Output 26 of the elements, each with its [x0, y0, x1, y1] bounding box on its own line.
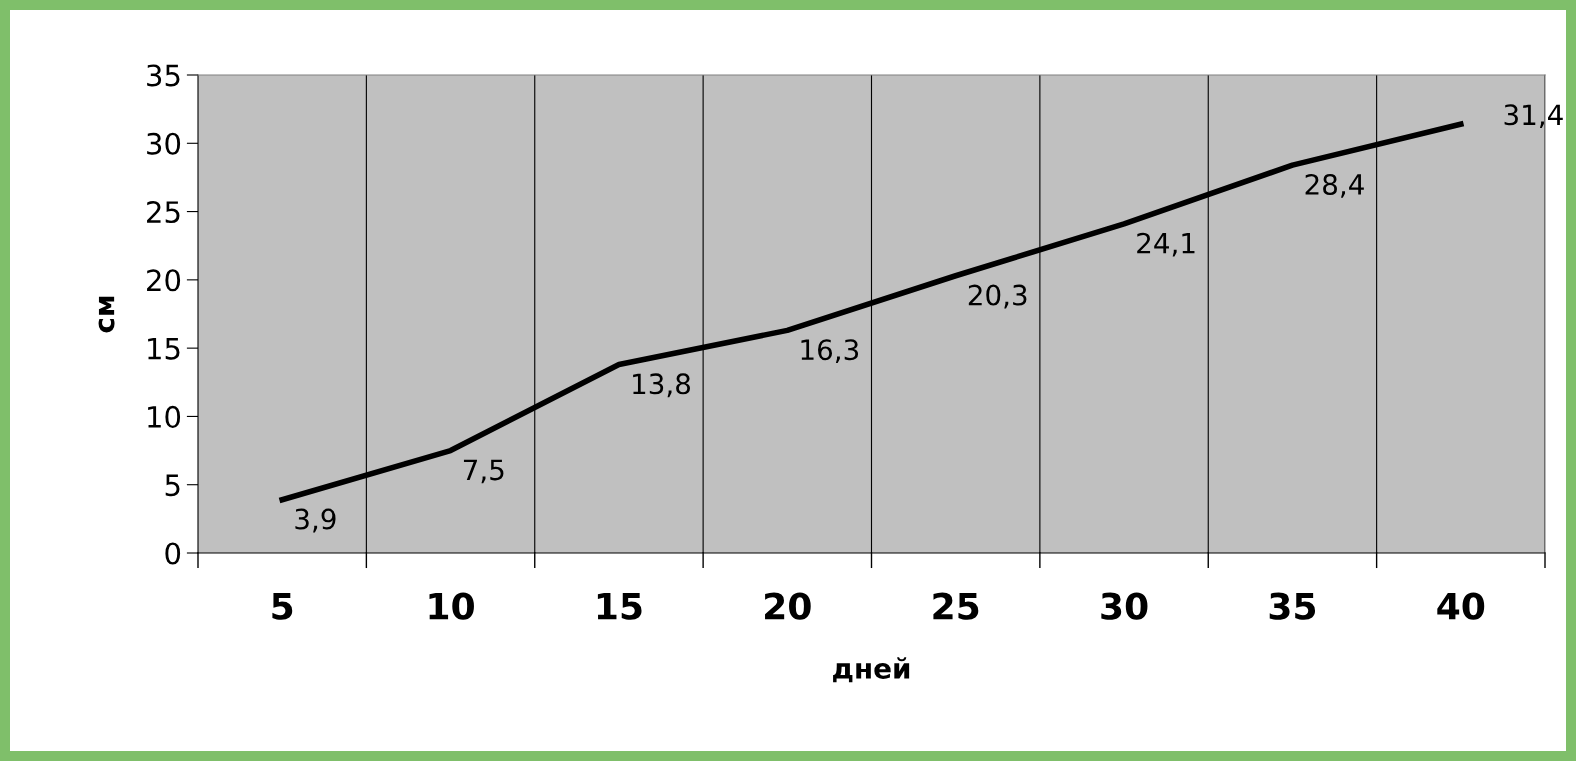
data-label: 31,4 [1504, 104, 1563, 129]
y-tick-label: 10 [148, 405, 181, 428]
y-tick-label: 15 [148, 337, 180, 360]
x-tick-label: 35 [1269, 592, 1316, 620]
x-tick-label: 40 [1437, 592, 1485, 620]
x-tick-label: 25 [933, 592, 979, 620]
x-axis-title: дней [833, 657, 910, 683]
data-label: 13,8 [633, 373, 690, 398]
y-axis-title: см [98, 296, 115, 333]
data-label: 16,3 [801, 339, 859, 364]
data-label: 24,1 [1137, 232, 1195, 257]
data-label: 20,3 [968, 284, 1027, 309]
data-label: 3,9 [295, 508, 336, 533]
x-tick-label: 15 [597, 593, 642, 620]
y-tick-label: 30 [147, 132, 181, 155]
x-tick-label: 30 [1101, 592, 1148, 620]
y-tick-label: 5 [165, 474, 180, 497]
data-label: 7,5 [463, 459, 504, 484]
data-label: 28,4 [1305, 173, 1364, 198]
x-tick-label: 20 [765, 592, 811, 620]
y-tick-label: 25 [147, 201, 180, 224]
y-tick-label: 35 [147, 64, 180, 87]
y-tick-label: 20 [147, 269, 181, 292]
y-tick-label: 0 [165, 542, 181, 565]
x-tick-label: 10 [429, 592, 474, 620]
x-tick-label: 5 [272, 593, 293, 620]
